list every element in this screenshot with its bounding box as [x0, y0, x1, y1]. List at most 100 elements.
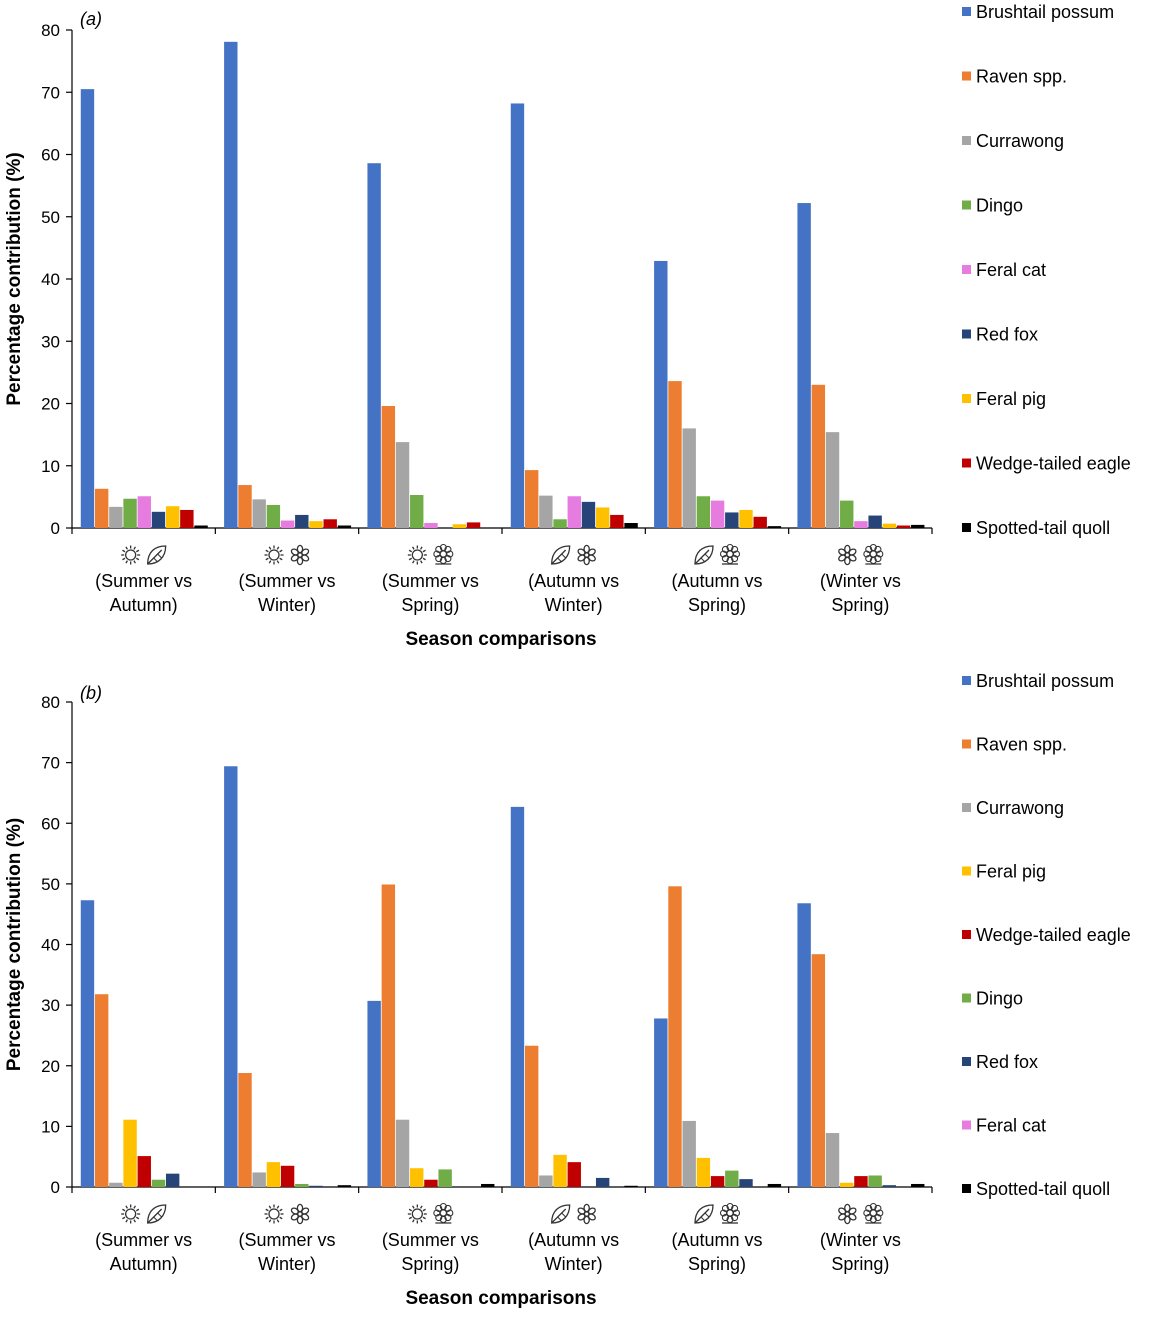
bar-red-fox	[581, 501, 596, 528]
legend-item-label: Red fox	[976, 325, 1038, 345]
leaf-icon	[694, 545, 714, 565]
bar-feral-pig	[123, 1119, 137, 1187]
y-tick-label: 40	[41, 270, 60, 289]
legend-item-label: Currawong	[976, 798, 1064, 818]
bar-feral-pig	[840, 1182, 854, 1187]
bar-wedge-tailed-eagle	[610, 514, 624, 528]
bar-feral-cat	[280, 520, 295, 528]
y-tick-label: 60	[41, 146, 60, 165]
category-icons	[694, 543, 741, 565]
bar-raven-spp-	[524, 1045, 539, 1187]
sun-icon	[264, 545, 284, 565]
legend-swatch	[962, 739, 971, 749]
bar-raven-spp-	[668, 886, 682, 1187]
bar-wedge-tailed-eagle	[753, 516, 767, 528]
category-label: (Summer vs	[382, 1230, 479, 1250]
flower-icon	[719, 1202, 741, 1224]
bar-red-fox	[868, 515, 882, 528]
category-label: (Winter vs	[820, 571, 901, 591]
legend-item-label: Feral cat	[976, 260, 1046, 280]
legend-swatch	[962, 71, 971, 81]
category-label: (Autumn vs	[528, 571, 619, 591]
bar-dingo	[151, 1179, 166, 1187]
bar-raven-spp-	[381, 884, 396, 1187]
bar-wedge-tailed-eagle	[280, 1165, 295, 1187]
y-tick-label: 40	[41, 936, 60, 955]
bar-raven-spp-	[811, 384, 826, 528]
leaf-icon	[147, 545, 167, 565]
legend-swatch	[962, 1184, 971, 1193]
bar-red-fox	[295, 514, 309, 528]
bar-dingo	[868, 1175, 882, 1187]
bar-dingo	[553, 519, 567, 528]
y-tick-label: 10	[41, 457, 60, 476]
bar-dingo	[410, 495, 424, 528]
snowflake-icon	[838, 544, 857, 566]
legend-item-label: Feral pig	[976, 389, 1046, 409]
category-icons	[121, 545, 167, 565]
bar-brushtail-possum	[80, 900, 95, 1187]
bar-dingo	[840, 500, 854, 528]
bar-wedge-tailed-eagle	[567, 1162, 581, 1187]
bar-raven-spp-	[94, 488, 109, 528]
y-tick-label: 50	[41, 208, 60, 227]
bar-currawong	[395, 442, 410, 528]
legend-swatch	[962, 265, 971, 274]
legend-item-label: Wedge-tailed eagle	[976, 925, 1131, 945]
y-tick-label: 10	[41, 1117, 60, 1136]
legend-swatch	[962, 200, 971, 210]
category-label: Spring)	[831, 595, 889, 615]
bar-feral-cat	[567, 496, 581, 528]
category-label: Winter)	[545, 1254, 603, 1274]
legend-item-label: Wedge-tailed eagle	[976, 454, 1131, 474]
category-label: Winter)	[545, 595, 603, 615]
sun-icon	[121, 545, 141, 565]
legend: Brushtail possum Raven spp. Currawong Dingo…	[962, 2, 1131, 538]
category-label: Autumn)	[110, 595, 178, 615]
bar-wedge-tailed-eagle	[854, 1176, 868, 1187]
bar-brushtail-possum	[80, 89, 95, 528]
y-tick-label: 70	[41, 83, 60, 102]
bar-currawong	[252, 1172, 266, 1187]
legend-item-label: Red fox	[976, 1052, 1038, 1072]
sun-icon	[407, 1204, 427, 1224]
bar-brushtail-possum	[367, 163, 381, 528]
y-tick-label: 50	[41, 875, 60, 894]
bar-spotted-tail-quoll	[624, 523, 638, 528]
category-label: Autumn)	[110, 1254, 178, 1274]
category-label: Spring)	[831, 1254, 889, 1274]
legend-swatch	[962, 930, 971, 939]
legend-swatch	[962, 866, 971, 876]
legend-swatch	[962, 676, 971, 685]
bar-dingo	[266, 504, 281, 528]
flower-icon	[433, 543, 454, 565]
bar-currawong	[682, 1120, 696, 1187]
bar-feral-pig	[553, 1154, 567, 1187]
y-tick-label: 80	[41, 693, 60, 712]
bar-wedge-tailed-eagle	[896, 525, 911, 528]
flower-icon	[433, 1202, 454, 1224]
snowflake-icon	[290, 544, 310, 566]
y-tick-label: 0	[51, 519, 60, 538]
bar-brushtail-possum	[224, 766, 238, 1187]
legend-swatch	[962, 7, 971, 16]
bar-dingo	[725, 1170, 739, 1187]
bar-spotted-tail-quoll	[337, 525, 352, 528]
bar-red-fox	[882, 1185, 897, 1187]
category-icons	[551, 1203, 596, 1225]
y-tick-label: 30	[41, 996, 60, 1015]
snowflake-icon	[838, 1203, 857, 1225]
bar-feral-pig	[739, 509, 753, 528]
bar-spotted-tail-quoll	[911, 524, 925, 528]
category-icons	[264, 1203, 310, 1225]
bar-wedge-tailed-eagle	[424, 1179, 438, 1187]
legend-swatch	[962, 136, 971, 145]
category-label: (Summer vs	[95, 1230, 192, 1250]
bar-red-fox	[151, 511, 166, 528]
category-label: (Autumn vs	[671, 1230, 762, 1250]
legend-swatch	[962, 993, 971, 1003]
bar-red-fox	[165, 1173, 180, 1187]
bar-brushtail-possum	[654, 1018, 668, 1187]
bar-wedge-tailed-eagle	[710, 1176, 725, 1187]
bar-dingo	[438, 1169, 452, 1187]
